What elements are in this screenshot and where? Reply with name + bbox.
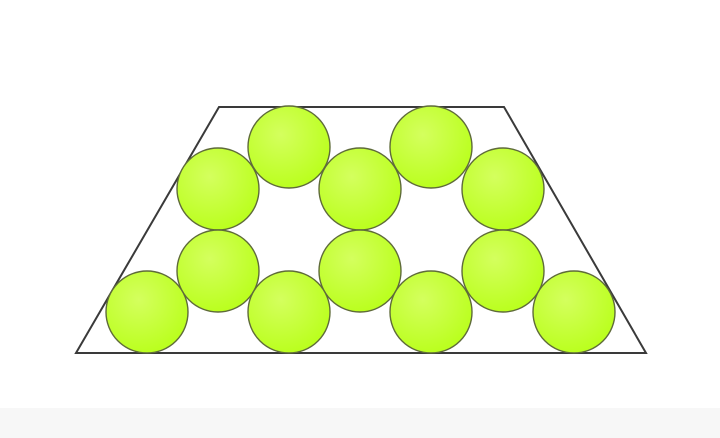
trapezoid-outline <box>74 106 648 354</box>
circle-6 <box>176 229 260 313</box>
circle-group <box>105 105 616 354</box>
circle-1 <box>247 105 331 189</box>
circle-2 <box>389 105 473 189</box>
circle-11 <box>389 270 473 354</box>
circle-4 <box>318 147 402 231</box>
bottom-band <box>0 408 720 438</box>
circle-10 <box>247 270 331 354</box>
circle-3 <box>176 147 260 231</box>
circle-7 <box>318 229 402 313</box>
circle-9 <box>105 270 189 354</box>
circle-8 <box>461 229 545 313</box>
circle-5 <box>461 147 545 231</box>
circle-12 <box>532 270 616 354</box>
